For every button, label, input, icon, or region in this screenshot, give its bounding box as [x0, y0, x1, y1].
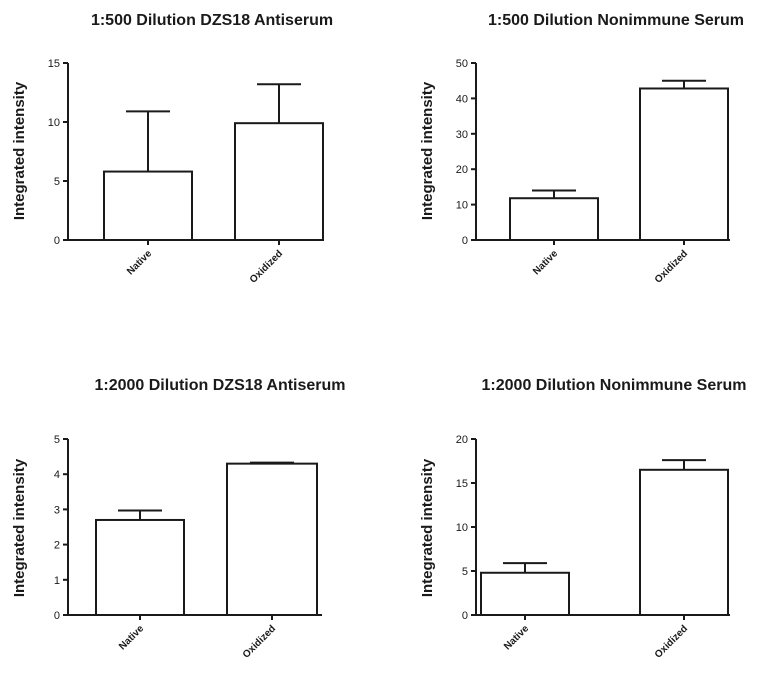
panel-4-y-tick-label: 20	[456, 434, 468, 446]
panel-2-y-tick-label: 30	[456, 129, 468, 141]
panel-3-y-tick-label: 2	[54, 540, 60, 552]
panel-2-y-axis-label: Integrated intensity	[419, 81, 436, 220]
panel-1-bar-native	[103, 170, 193, 241]
panel-3-bar-oxidized	[226, 462, 318, 617]
panel-1-bar-oxidized	[234, 122, 324, 241]
panel-1-x-tick-label-native: Native	[125, 248, 154, 277]
panel-1-x-tick-label-oxidized: Oxidized	[248, 248, 285, 285]
panel-4-y-tick-label: 5	[462, 566, 468, 578]
panel-3-y-axis-label: Integrated intensity	[11, 458, 28, 597]
panel-3-y-tick-label: 0	[54, 610, 60, 622]
panel-3-y-tick-label: 4	[54, 469, 60, 481]
panel-3-y-tick-label: 3	[54, 504, 60, 516]
panel-3-x-tick-label-oxidized: Oxidized	[241, 623, 278, 660]
panel-2-x-tick-label-oxidized: Oxidized	[653, 248, 690, 285]
panel-2-x-tick-label-native: Native	[531, 248, 560, 277]
panel-2-y-tick-label: 0	[462, 235, 468, 247]
panel-3: 1:2000 Dilution DZS18 Antiserum Integrat…	[11, 377, 346, 661]
panel-4-y-tick-label: 0	[462, 610, 468, 622]
panel-2: 1:500 Dilution Nonimmune Serum Integrate…	[419, 12, 744, 286]
panel-1-y-tick-label: 15	[48, 58, 60, 70]
panel-1-y-tick-label: 10	[48, 117, 60, 129]
panel-4-y-tick-label: 10	[456, 522, 468, 534]
panel-4-bar-native	[480, 571, 570, 617]
panel-4: 1:2000 Dilution Nonimmune Serum Integrat…	[419, 377, 746, 661]
panel-1-y-tick-label: 5	[54, 176, 60, 188]
panel-4-x-tick-label-oxidized: Oxidized	[653, 623, 690, 660]
panel-4-y-tick-label: 15	[456, 478, 468, 490]
panel-1-y-tick-label: 0	[54, 235, 60, 247]
panel-2-bar-native	[509, 197, 599, 241]
panel-1: 1:500 Dilution DZS18 Antiserum Integrate…	[11, 12, 333, 286]
panel-3-x-tick-label-native: Native	[117, 623, 146, 652]
panel-3-y-tick-label: 5	[54, 434, 60, 446]
panel-4-y-axis-label: Integrated intensity	[419, 458, 436, 597]
panel-4-title: 1:2000 Dilution Nonimmune Serum	[482, 377, 747, 394]
panel-2-y-tick-label: 10	[456, 200, 468, 212]
panel-3-y-tick-label: 1	[54, 575, 60, 587]
panel-3-title: 1:2000 Dilution DZS18 Antiserum	[94, 377, 345, 394]
panel-2-y-tick-label: 20	[456, 164, 468, 176]
panel-2-y-tick-label: 40	[456, 93, 468, 105]
panel-2-title: 1:500 Dilution Nonimmune Serum	[488, 12, 744, 29]
panel-2-bar-oxidized	[639, 87, 729, 241]
panel-1-title: 1:500 Dilution DZS18 Antiserum	[91, 12, 333, 29]
panel-4-bar-oxidized	[639, 468, 729, 616]
panel-2-y-tick-label: 50	[456, 58, 468, 70]
panel-1-y-axis-label: Integrated intensity	[11, 81, 28, 220]
panel-3-bar-native	[95, 518, 185, 617]
panel-4-x-tick-label-native: Native	[502, 623, 531, 652]
